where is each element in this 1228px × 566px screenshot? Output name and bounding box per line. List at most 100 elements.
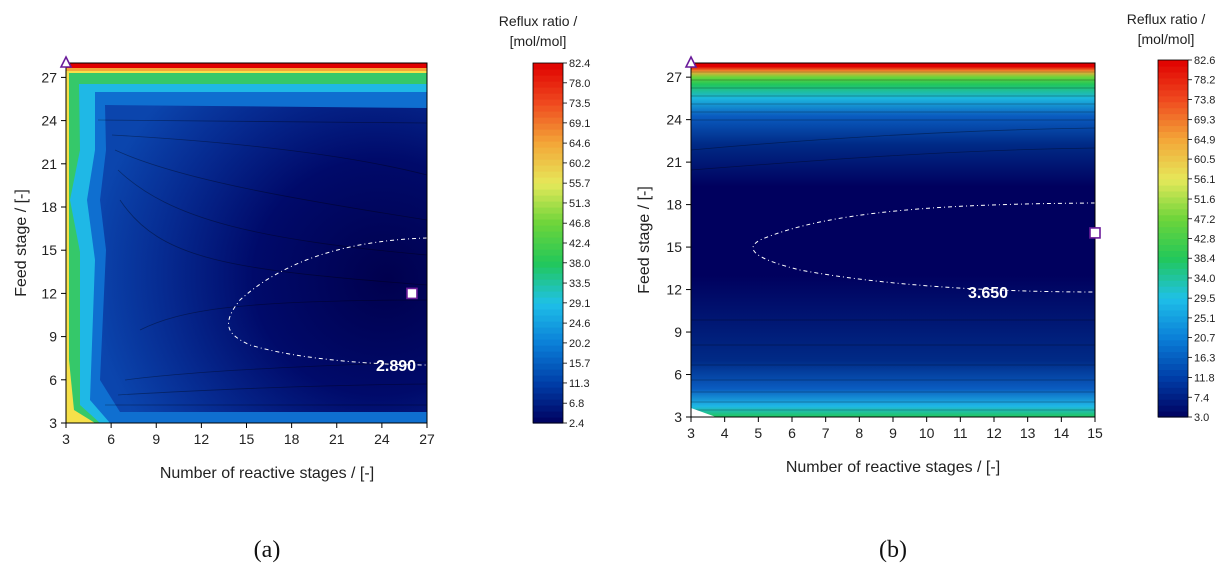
colorbar-tick-label: 6.8 xyxy=(569,398,584,410)
square-marker xyxy=(1089,227,1101,239)
colorbar-band xyxy=(1158,184,1188,192)
caption-a: (a) xyxy=(254,537,281,563)
heatmap-a xyxy=(66,63,427,423)
colorbar-band xyxy=(533,321,563,328)
square-marker xyxy=(406,287,418,300)
colorbar-tick-label: 73.5 xyxy=(569,98,590,110)
colorbar-band xyxy=(1158,143,1188,150)
min-contour-b xyxy=(752,202,1095,293)
colorbar-band xyxy=(533,303,563,310)
x-tick-label: 7 xyxy=(822,425,830,441)
colorbar-title-b-line1: Reflux ratio / xyxy=(1127,11,1206,27)
colorbar-a: 2.4 6.8 11.3 15.7 20.2 24.6 29.1 33.5 38.0 42.4 46… xyxy=(532,58,590,430)
colorbar-tick-label: 51.3 xyxy=(569,198,590,210)
colorbar-band xyxy=(533,99,563,106)
colorbar-band xyxy=(533,189,563,196)
colorbar-band xyxy=(533,183,563,190)
colorbar-band xyxy=(1158,399,1188,406)
colorbar-band xyxy=(533,279,563,286)
colorbar-band xyxy=(533,315,563,322)
colorbar-band xyxy=(533,243,563,250)
caption-b: (b) xyxy=(879,537,907,563)
colorbar-band xyxy=(533,69,563,76)
colorbar-band xyxy=(1158,244,1188,251)
heatmap-a-core xyxy=(100,105,427,412)
colorbar-band xyxy=(1158,95,1188,103)
colorbar-tick-label: 82.4 xyxy=(569,58,590,70)
y-axis-label-a: Feed stage / [-] xyxy=(13,189,30,297)
colorbar-tick-label: 47.2 xyxy=(1194,214,1215,226)
colorbar-tick-label: 11.8 xyxy=(1194,373,1215,385)
colorbar-band xyxy=(533,339,563,346)
colorbar-band xyxy=(533,231,563,238)
colorbar-band xyxy=(533,171,563,178)
colorbar-band xyxy=(533,153,563,160)
colorbar-band xyxy=(533,213,563,220)
x-tick-label: 4 xyxy=(721,425,729,441)
colorbar-tick-label: 82.6 xyxy=(1194,55,1215,67)
colorbar-band xyxy=(1158,268,1188,275)
colorbar-title-b-line2: [mol/mol] xyxy=(1138,31,1195,47)
colorbar-band xyxy=(1158,179,1188,186)
colorbar-band xyxy=(1158,65,1188,73)
colorbar-band xyxy=(1158,381,1188,388)
y-tick-label: 15 xyxy=(666,239,682,255)
colorbar-band xyxy=(1158,214,1188,222)
colorbar-tick-label: 38.4 xyxy=(1194,253,1215,265)
colorbar-band xyxy=(1158,292,1188,299)
colorbar-tick-label: 42.4 xyxy=(569,238,590,250)
colorbar-band xyxy=(533,219,563,226)
colorbar-band xyxy=(533,357,563,364)
colorbar-band xyxy=(533,195,563,202)
colorbar-band xyxy=(1158,149,1188,156)
colorbar-tick-label: 20.2 xyxy=(569,338,590,350)
x-tick-label: 15 xyxy=(239,431,255,447)
colorbar-band xyxy=(533,135,563,142)
y-tick-label: 12 xyxy=(666,282,682,298)
colorbar-band xyxy=(533,105,563,112)
colorbar-band xyxy=(533,117,563,124)
x-tick-label: 5 xyxy=(754,425,762,441)
colorbar-band xyxy=(1158,274,1188,281)
colorbar-tick-label: 78.2 xyxy=(1194,75,1215,87)
colorbar-band xyxy=(533,249,563,256)
x-tick-label: 6 xyxy=(788,425,796,441)
colorbar-band xyxy=(1158,220,1188,228)
colorbar-band xyxy=(533,291,563,298)
colorbar-tick-label: 78.0 xyxy=(569,78,590,90)
axes-b: 3 4 5 6 7 8 9 10 11 12 13 14 15 3 6 9 12 15 18 21 24 27 xyxy=(666,69,1103,441)
colorbar-band xyxy=(533,417,563,424)
colorbar-tick-label: 33.5 xyxy=(569,278,590,290)
colorbar-tick-label: 29.1 xyxy=(569,298,590,310)
colorbar-tick-label: 29.5 xyxy=(1194,293,1215,305)
colorbar-band xyxy=(533,237,563,244)
colorbar-band xyxy=(533,93,563,100)
colorbar-band xyxy=(533,147,563,154)
y-tick-label: 21 xyxy=(666,154,682,170)
x-tick-label: 3 xyxy=(62,431,70,447)
colorbar-band xyxy=(1158,196,1188,204)
x-tick-label: 6 xyxy=(107,431,115,447)
colorbar-band xyxy=(1158,387,1188,394)
colorbar-band xyxy=(533,327,563,334)
colorbar-tick-label: 69.3 xyxy=(1194,115,1215,127)
colorbar-band xyxy=(533,165,563,172)
colorbar-band xyxy=(533,129,563,136)
x-tick-label: 10 xyxy=(919,425,935,441)
y-tick-label: 27 xyxy=(41,69,57,85)
colorbar-band xyxy=(533,81,563,88)
colorbar-tick-label: 3.0 xyxy=(1194,412,1209,424)
heatmap-b xyxy=(691,63,1095,417)
colorbar-band xyxy=(1158,119,1188,127)
colorbar-band xyxy=(1158,232,1188,240)
y-axis-label-b: Feed stage / [-] xyxy=(636,186,653,294)
colorbar-band xyxy=(1158,60,1188,67)
heatmap-b-corner xyxy=(691,408,716,417)
colorbar-band xyxy=(533,345,563,352)
colorbar-tick-label: 64.6 xyxy=(569,138,590,150)
colorbar-band xyxy=(1158,351,1188,359)
colorbar-band xyxy=(533,63,563,70)
colorbar-band xyxy=(533,393,563,400)
colorbar-band xyxy=(533,285,563,292)
y-tick-label: 24 xyxy=(41,113,57,129)
